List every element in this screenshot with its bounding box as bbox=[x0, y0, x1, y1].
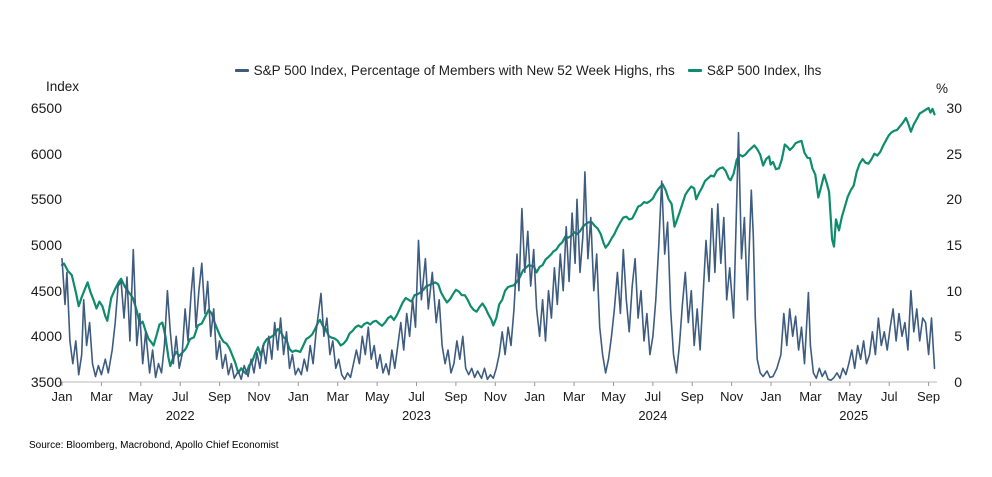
x-axis-month-label: May bbox=[837, 389, 863, 404]
source-note: Source: Bloomberg, Macrobond, Apollo Chi… bbox=[29, 440, 279, 451]
axis-tick-label: 15 bbox=[946, 237, 962, 253]
legend-label: S&P 500 Index, lhs bbox=[706, 63, 822, 78]
right-axis-title: % bbox=[936, 81, 949, 96]
x-axis-month-label: Nov bbox=[720, 389, 744, 404]
x-axis-month-label: Jan bbox=[760, 389, 782, 404]
x-axis-month-label: Jan bbox=[51, 389, 73, 404]
x-axis bbox=[58, 381, 937, 386]
x-axis-month-label: Jul bbox=[880, 389, 898, 404]
left-axis-title: Index bbox=[46, 79, 80, 94]
axis-tick-label: 20 bbox=[946, 191, 962, 208]
x-axis-month-label: Jan bbox=[524, 389, 546, 404]
axis-tick-label: 5000 bbox=[30, 237, 62, 253]
axis-tick-label: 4500 bbox=[30, 282, 62, 299]
axis-tick-label: 6500 bbox=[30, 100, 62, 116]
x-axis-month-label: Mar bbox=[90, 389, 113, 404]
axis-tick-label: 10 bbox=[946, 282, 962, 299]
series-line-sp500-index bbox=[60, 106, 936, 375]
legend-item-breadth: S&P 500 Index, Percentage of Members wit… bbox=[234, 63, 675, 78]
x-axis-month-label: Jan bbox=[287, 389, 309, 404]
series-lines bbox=[60, 106, 936, 382]
legend-label: S&P 500 Index, Percentage of Members wit… bbox=[253, 63, 675, 78]
x-axis-month-label: May bbox=[364, 389, 390, 404]
x-axis-month-label: Jul bbox=[644, 389, 662, 404]
x-axis-month-label: Sep bbox=[207, 389, 232, 404]
x-axis-month-label: May bbox=[128, 389, 154, 404]
legend-dash-icon bbox=[687, 69, 702, 72]
x-axis-year-label: 2024 bbox=[638, 408, 668, 423]
x-axis-year-label: 2023 bbox=[402, 408, 431, 423]
axis-tick-label: 4000 bbox=[30, 328, 62, 345]
x-axis-month-label: Jul bbox=[171, 389, 189, 404]
chart-legend: S&P 500 Index, Percentage of Members wit… bbox=[0, 63, 992, 78]
axis-tick-label: 5 bbox=[954, 328, 962, 345]
axis-tick-label: 30 bbox=[946, 100, 962, 116]
axis-tick-label: 5500 bbox=[30, 191, 62, 208]
axis-tick-label: 0 bbox=[954, 374, 962, 390]
x-axis-month-label: Mar bbox=[799, 389, 822, 404]
legend-dash-icon bbox=[234, 69, 249, 72]
x-axis-month-label: Mar bbox=[326, 389, 349, 404]
x-axis-month-label: Nov bbox=[247, 389, 271, 404]
x-axis-month-label: May bbox=[601, 389, 626, 404]
series-line-members-new-highs bbox=[61, 131, 936, 382]
x-axis-year-label: 2022 bbox=[165, 408, 195, 423]
x-axis-month-label: Sep bbox=[917, 389, 941, 404]
x-axis-month-label: Sep bbox=[680, 389, 704, 404]
x-axis-month-label: Sep bbox=[444, 389, 468, 404]
x-axis-year-label: 2025 bbox=[839, 408, 869, 423]
axis-tick-label: 25 bbox=[946, 145, 962, 162]
axis-tick-label: 6000 bbox=[30, 145, 62, 162]
legend-item-sp500: S&P 500 Index, lhs bbox=[687, 63, 822, 78]
x-axis-month-label: Jul bbox=[408, 389, 425, 404]
axis-tick-label: 3500 bbox=[30, 374, 62, 390]
x-axis-month-label: Mar bbox=[562, 389, 586, 404]
x-axis-month-label: Nov bbox=[483, 389, 507, 404]
